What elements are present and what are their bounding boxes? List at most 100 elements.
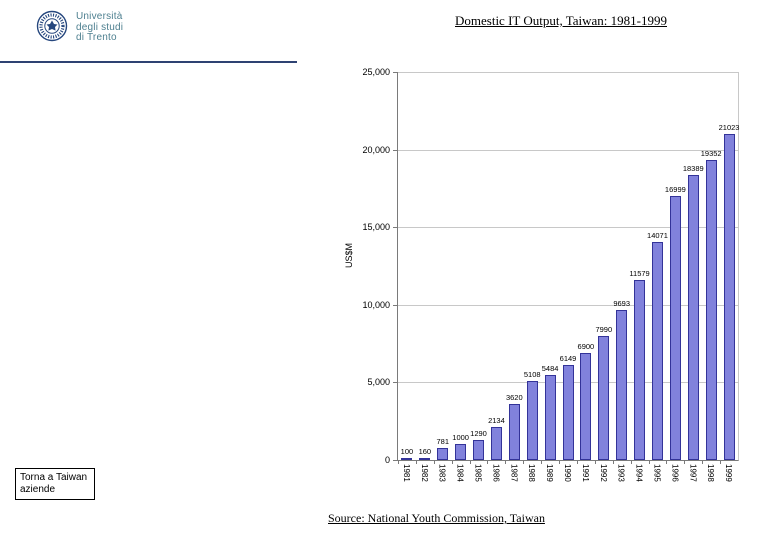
bar-value-label: 2134: [488, 415, 505, 425]
bar-1981: [401, 458, 413, 460]
x-axis-year-label: 1992: [598, 464, 608, 482]
bar-1993: [616, 309, 628, 460]
y-axis-tick-label: 15,000: [362, 222, 390, 233]
university-name-line1: Università: [76, 11, 123, 22]
x-tick: [630, 460, 632, 464]
source-citation: Source: National Youth Commission, Taiwa…: [328, 511, 545, 525]
x-axis-year-label: 1987: [509, 464, 519, 482]
bar-1999: [723, 133, 735, 460]
bar-value-label: 5484: [541, 363, 559, 373]
x-axis-year-label: 1999: [724, 464, 734, 482]
university-name: Università degli studi di Trento: [76, 11, 124, 44]
gridline: [398, 304, 738, 306]
bar-value-label: 1000: [452, 433, 469, 443]
bar-1988: [526, 380, 538, 460]
gridline: [398, 149, 738, 151]
x-tick: [469, 460, 471, 464]
y-tick: [393, 149, 397, 151]
x-tick: [684, 460, 686, 464]
bar-1983: [437, 447, 449, 460]
bar-value-label: 100: [400, 447, 414, 457]
x-axis-year-label: 1993: [616, 464, 626, 482]
x-axis-year-label: 1989: [545, 464, 555, 482]
x-axis-year-label: 1988: [527, 464, 537, 482]
x-axis-year-label: 1983: [437, 464, 447, 482]
x-axis-year-label: 1984: [455, 464, 465, 482]
x-axis-year-label: 1981: [401, 464, 411, 482]
bar-value-label: 21023: [718, 122, 740, 132]
y-tick: [393, 460, 397, 461]
y-tick: [393, 382, 397, 384]
x-axis-year-label: 1990: [563, 464, 572, 482]
university-logo: Università degli studi di Trento: [36, 9, 123, 44]
x-tick: [648, 460, 650, 464]
y-axis-tick-label: 5,000: [367, 377, 390, 388]
bar-1994: [634, 280, 646, 460]
bar-value-label: 16999: [664, 185, 686, 195]
university-name-line3: di Trento: [76, 32, 117, 43]
bar-value-label: 19352: [700, 148, 722, 158]
bar-value-label: 6900: [577, 341, 595, 351]
university-seal-icon: [36, 10, 68, 42]
x-axis-year-label: 1996: [670, 464, 680, 482]
x-tick: [433, 460, 435, 464]
bar-1985: [473, 439, 485, 460]
bar-value-label: 7990: [595, 325, 613, 334]
x-tick: [702, 460, 704, 464]
x-tick: [559, 460, 561, 464]
bar-1992: [598, 336, 610, 460]
x-tick: [505, 460, 507, 464]
bar-1984: [455, 444, 467, 460]
gridline: [398, 227, 738, 229]
y-axis-tick-label: 0: [384, 455, 390, 465]
x-tick: [451, 460, 453, 464]
bar-value-label: 9693: [613, 298, 631, 308]
bar-1990: [562, 364, 574, 460]
y-tick: [393, 72, 397, 73]
bar-value-label: 160: [418, 446, 432, 456]
x-axis-year-label: 1982: [419, 464, 429, 482]
bar-chart-plot-area: 100 1981 160 1982 781 1983 1000 1984 1290 1985 213…: [393, 72, 740, 482]
bar-1996: [669, 196, 681, 460]
bar-value-label: 11579: [629, 269, 650, 279]
gridline: [398, 72, 738, 73]
university-name-line2: degli studi: [76, 21, 124, 33]
bar-1997: [687, 174, 699, 460]
bar-1986: [490, 426, 502, 460]
bar-value-label: 18389: [682, 163, 704, 173]
y-axis-title: US$M: [344, 242, 354, 268]
x-tick: [594, 460, 596, 464]
bar-1987: [508, 403, 520, 460]
bar-value-label: 1290: [470, 428, 487, 438]
bar-value-label: 14071: [647, 230, 668, 240]
slide-title: Domestic IT Output, Taiwan: 1981-1999: [455, 13, 667, 28]
y-axis-tick-label: 20,000: [362, 144, 390, 155]
y-tick: [393, 227, 397, 229]
x-axis-year-label: 1986: [491, 464, 501, 482]
x-tick: [666, 460, 668, 464]
bar-value-label: 781: [436, 436, 449, 446]
bar-1982: [419, 457, 431, 460]
x-tick: [523, 460, 525, 464]
bar-value-label: 6149: [559, 353, 577, 363]
x-axis-year-label: 1994: [634, 464, 644, 482]
x-tick: [487, 460, 489, 464]
x-tick: [541, 460, 543, 464]
y-axis-tick-label: 25,000: [362, 67, 390, 77]
x-axis-year-label: 1991: [580, 464, 590, 482]
x-tick: [612, 460, 614, 464]
x-tick: [398, 460, 399, 464]
y-tick: [393, 304, 397, 306]
x-axis-year-label: 1997: [688, 464, 698, 482]
x-axis-year-label: 1998: [706, 464, 716, 482]
back-to-taiwan-link[interactable]: Torna a Taiwan aziende: [15, 468, 95, 500]
bar-1995: [651, 241, 663, 460]
x-axis-year-label: 1995: [652, 464, 662, 482]
x-tick: [415, 460, 417, 464]
x-axis-year-label: 1985: [473, 464, 483, 482]
bar-1989: [544, 374, 556, 460]
bar-value-label: 3620: [505, 392, 523, 402]
x-tick: [720, 460, 722, 464]
y-axis-tick-label: 10,000: [362, 299, 390, 310]
